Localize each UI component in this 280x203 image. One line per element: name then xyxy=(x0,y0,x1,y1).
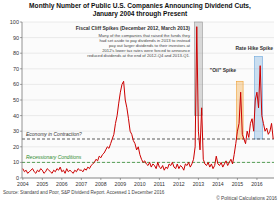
x-tick-label: 2012 xyxy=(173,181,185,187)
grid-line xyxy=(22,178,274,179)
x-tick-label: 2016 xyxy=(251,181,263,187)
subtitle: January 2004 through Present xyxy=(93,10,188,18)
annotation-label: Rate Hike Spike xyxy=(235,45,273,51)
title: Monthly Number of Public U.S. Companies … xyxy=(29,2,251,10)
source: Source: Standard and Poor, S&P Dividend … xyxy=(3,190,165,195)
reference-line xyxy=(22,162,274,163)
y-tick-label: 50 xyxy=(13,97,19,103)
reference-label: Economy in Contraction? xyxy=(26,131,82,137)
grid-line xyxy=(22,146,274,147)
grid-line xyxy=(22,68,274,69)
plot-bg xyxy=(22,22,274,178)
x-tick-label: 2011 xyxy=(154,181,165,187)
y-tick-label: 100 xyxy=(10,19,19,25)
x-tick-label: 2007 xyxy=(76,181,88,187)
x-tick-label: 2015 xyxy=(232,181,244,187)
grid-line xyxy=(22,100,274,101)
x-tick-label: 2013 xyxy=(193,181,205,187)
y-tick-label: 10 xyxy=(13,159,19,165)
y-tick-label: 80 xyxy=(13,50,19,56)
annotation-title: Fiscal Cliff Spikes (December 2012, Marc… xyxy=(76,25,191,31)
y-tick-label: 70 xyxy=(13,66,19,72)
x-tick-label: 2008 xyxy=(95,181,107,187)
data-line xyxy=(23,27,273,174)
y-tick-label: 20 xyxy=(13,144,19,150)
annotation-text: reduced dividends at the end of 2012-Q4 … xyxy=(87,53,190,58)
y-tick-label: 90 xyxy=(13,35,19,41)
grid-line xyxy=(22,84,274,85)
grid-line xyxy=(22,22,274,23)
plot-group xyxy=(23,27,273,174)
x-axis xyxy=(22,178,274,179)
x-tick-label: 2010 xyxy=(134,181,146,187)
grid-line xyxy=(22,115,274,116)
y-tick-label: 30 xyxy=(13,128,19,134)
y-tick-label: 60 xyxy=(13,81,19,87)
x-tick-label: 2005 xyxy=(37,181,49,187)
x-tick-label: 2009 xyxy=(115,181,127,187)
y-tick-label: 40 xyxy=(13,113,19,119)
chart: 0102030405060708090100Economy in Contrac… xyxy=(0,0,280,203)
grid-line xyxy=(22,162,274,163)
y-axis xyxy=(22,22,23,178)
credit: © Political Calculations 2016 xyxy=(216,195,277,201)
x-tick-label: 2004 xyxy=(17,181,29,187)
x-tick-label: 2006 xyxy=(56,181,68,187)
x-tick-label: 2014 xyxy=(212,181,224,187)
reference-label: Recessionary Conditions xyxy=(26,154,82,160)
annotation-label: "Oil" Spike xyxy=(210,67,236,73)
